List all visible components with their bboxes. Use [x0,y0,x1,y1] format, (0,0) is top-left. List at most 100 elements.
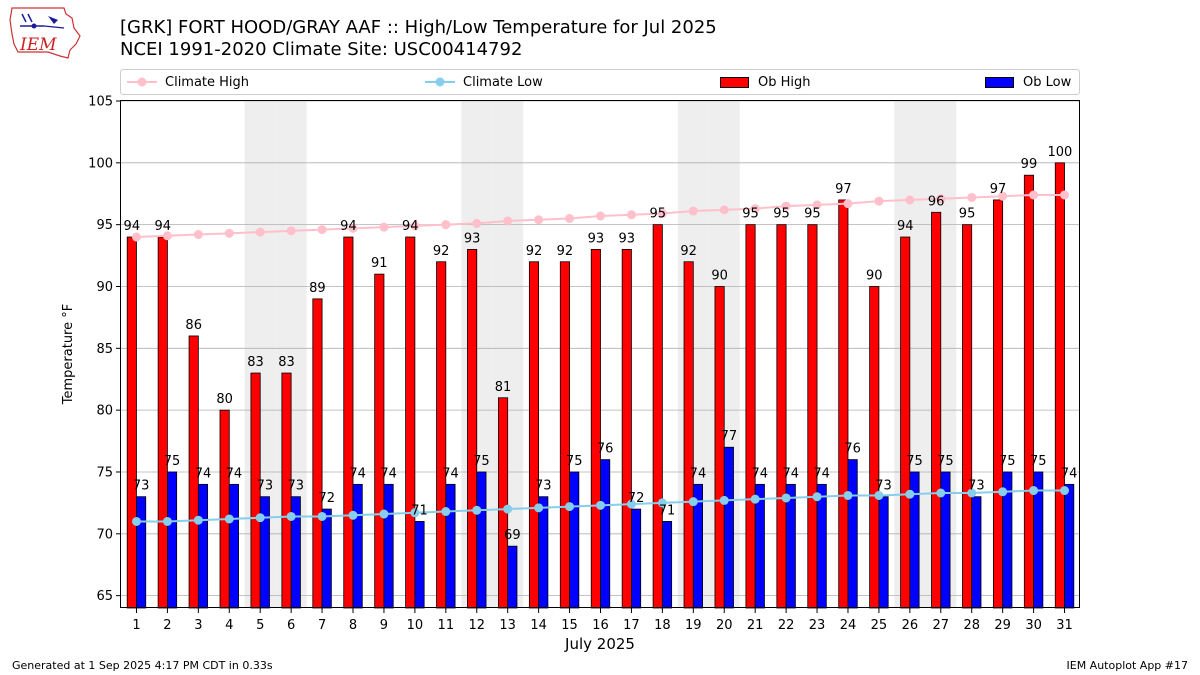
ob-low-bar [661,521,673,609]
climate-high-point [843,199,853,209]
generated-timestamp: Generated at 1 Sep 2025 4:17 PM CDT in 0… [12,659,273,672]
ob-low-label: 74 [349,466,366,481]
ob-high-label: 99 [1021,157,1038,172]
climate-high-point [874,196,884,206]
climate-high-point [286,226,296,236]
ob-high-label: 89 [309,281,326,296]
climate-high-point [626,210,636,220]
climate-low-point [224,514,234,524]
ob-high-bar [467,248,478,609]
x-tick-label: 1 [132,618,140,633]
climate-high-point [812,200,822,210]
ob-low-label: 74 [226,466,243,481]
y-axis-label: Temperature °F [61,304,76,405]
legend-label-climate-low: Climate Low [463,74,543,90]
ob-high-bar [312,298,323,609]
x-tick-label: 19 [685,618,702,633]
x-tick-label: 3 [194,618,202,633]
ob-high-label: 92 [680,244,697,259]
climate-low-point [719,495,729,505]
ob-high-bar [931,211,942,609]
ob-high-bar [869,286,880,609]
ob-high-label: 93 [464,231,481,246]
climate-high-point [534,215,544,225]
ob-high-label: 92 [557,244,574,259]
climate-high-point [224,228,234,238]
x-tick-label: 29 [994,618,1011,633]
ob-high-bar [374,273,385,609]
iem-logo: IEM [9,7,81,59]
ob-high-bar [652,224,663,609]
climate-low-point [626,499,636,509]
legend-item-ob-low: Ob Low [985,73,1071,91]
ob-high-label: 92 [526,244,543,259]
ob-high-bar [992,199,1004,609]
ob-low-label: 76 [844,442,861,457]
ob-low-label: 71 [659,503,676,518]
climate-low-point [1029,486,1039,496]
climate-high-point [441,220,451,230]
x-tick-label: 21 [747,618,764,633]
ob-low-label: 75 [566,454,583,469]
ob-low-label: 74 [813,466,830,481]
ob-low-label: 75 [999,454,1016,469]
x-tick-label: 10 [407,618,424,633]
ob-low-bar [167,471,178,609]
ob-low-label: 73 [133,479,150,494]
x-tick-label: 26 [902,618,919,633]
ob-low-bar [414,521,425,609]
x-tick-label: 11 [438,618,455,633]
ob-high-bar [1054,162,1065,609]
ob-low-label: 74 [1061,466,1078,481]
x-tick-label: 4 [225,618,233,633]
ob-low-bar [816,483,827,609]
climate-high-point [162,231,172,241]
ob-high-bar [219,409,230,609]
ob-low-label: 74 [782,466,799,481]
ob-high-label: 94 [154,219,171,234]
y-tick-label: 85 [96,342,113,357]
ob-high-label: 90 [711,268,728,283]
app-credit: IEM Autoplot App #17 [1066,659,1189,672]
climate-low-point [565,502,575,512]
climate-high-point [193,230,203,240]
y-tick-label: 105 [88,95,113,110]
ob-high-bar [126,236,137,609]
y-tick-label: 80 [96,404,113,419]
ob-high-label: 95 [959,207,976,222]
x-tick-label: 17 [623,618,640,633]
legend-item-climate-high: Climate High [127,73,249,91]
ob-low-label: 72 [318,491,335,506]
climate-low-point [998,487,1008,497]
ob-low-label: 74 [752,466,769,481]
ob-high-bar [621,248,632,609]
ob-high-label: 91 [371,256,388,271]
ob-high-label: 81 [495,380,512,395]
climate-low-point [441,507,451,517]
ob-low-bar [1064,483,1075,609]
x-tick-label: 12 [468,618,485,633]
ob-high-label: 95 [742,207,759,222]
climate-high-point [503,216,513,226]
y-tick-label: 65 [96,589,113,604]
legend-label-climate-high: Climate High [165,74,250,90]
x-tick-label: 7 [318,618,326,633]
ob-low-label: 73 [535,479,552,494]
climate-high-point [317,225,327,235]
ob-low-label: 69 [504,528,521,543]
climate-low-point [131,516,141,526]
ob-low-label: 75 [1030,454,1047,469]
x-tick-label: 31 [1056,618,1073,633]
ob-low-label: 75 [164,454,181,469]
ob-low-bar [723,446,734,609]
ob-high-bar [776,224,787,609]
x-tick-label: 15 [561,618,578,633]
ob-high-bar [900,236,911,609]
x-tick-label: 28 [963,618,980,633]
ob-high-bar [962,224,973,609]
climate-low-point [348,510,358,520]
y-tick-label: 95 [96,218,113,233]
ob-high-label: 83 [278,355,295,370]
x-tick-label: 2 [163,618,171,633]
